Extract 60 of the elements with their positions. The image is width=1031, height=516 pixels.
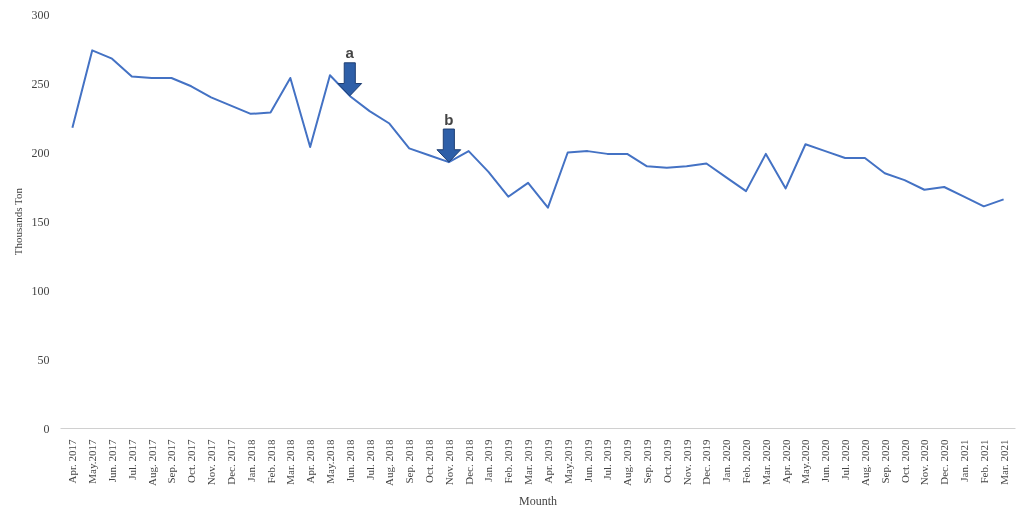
x-tick-label: Feb. 2020	[740, 439, 753, 484]
x-tick-label: Mar. 2020	[759, 439, 772, 485]
x-axis-title: Mounth	[519, 493, 558, 508]
x-tick-label: Dec. 2020	[938, 439, 951, 485]
line-series	[71, 49, 1005, 209]
x-tick-label: Jan. 2019	[482, 439, 495, 482]
x-tick-label: Mar. 2019	[522, 439, 535, 485]
x-tick-label: Dec. 2019	[700, 439, 713, 485]
y-axis-title: Thousands Ton	[11, 187, 24, 256]
x-tick-label: Aug. 2017	[145, 439, 158, 486]
x-tick-label: Oct. 2020	[898, 439, 911, 483]
x-tick-label: Nov. 2018	[442, 439, 455, 486]
x-tick-label: Feb. 2021	[977, 439, 990, 484]
x-tick-label: Aug. 2018	[383, 439, 396, 486]
x-tick-label: Oct. 2018	[423, 439, 436, 483]
x-tick-label: Jun. 2020	[819, 439, 832, 483]
x-tick-label: Apr. 2019	[541, 439, 554, 484]
x-tick-label: Dec. 2018	[462, 439, 475, 485]
x-tick-label: Apr. 2018	[304, 439, 317, 484]
x-tick-label: Jul. 2018	[363, 439, 376, 480]
annotation: b	[444, 110, 454, 128]
x-tick-label: Jan. 2018	[244, 439, 257, 482]
x-tick-label: Mar. 2018	[284, 439, 297, 485]
x-tick-label: Feb. 2018	[264, 439, 277, 484]
x-tick-label: Sep. 2017	[165, 439, 178, 484]
y-tick-label: 50	[37, 352, 50, 367]
x-tick-label: Oct. 2019	[660, 439, 673, 483]
x-tick-label: Jun. 2018	[343, 439, 356, 483]
x-tick-label: Jan. 2020	[720, 439, 733, 482]
x-tick-label: Sep. 2020	[878, 439, 891, 484]
x-tick-label: Jul. 2019	[601, 439, 614, 480]
x-tick-label: Sep. 2019	[640, 439, 653, 484]
x-tick-label: Nov. 2019	[680, 439, 693, 486]
x-tick-label: Aug. 2019	[621, 439, 634, 486]
x-tick-label: May.2020	[799, 439, 812, 484]
x-tick-label: Nov. 2017	[205, 439, 218, 486]
x-tick-label: May.2017	[86, 439, 99, 484]
x-tick-label: Apr. 2020	[779, 439, 792, 484]
x-tick-label: Jul. 2020	[839, 439, 852, 480]
y-tick-label: 300	[31, 7, 50, 22]
x-tick-label: Mar. 2021	[997, 439, 1010, 485]
x-tick-label: Aug. 2020	[858, 439, 871, 486]
y-tick-label: 200	[31, 145, 50, 160]
x-tick-label: Sep. 2018	[403, 439, 416, 484]
x-tick-label: Nov. 2020	[918, 439, 931, 486]
x-tick-label: Dec. 2017	[224, 439, 237, 485]
annotation: a	[345, 44, 355, 62]
x-tick-label: Jul. 2017	[125, 439, 138, 480]
x-tick-label: May.2018	[323, 439, 336, 484]
x-tick-label: May.2019	[561, 439, 574, 484]
x-tick-label: Oct. 2017	[185, 439, 198, 483]
y-tick-label: 250	[31, 76, 50, 91]
x-tick-label: Apr. 2017	[66, 439, 79, 484]
x-tick-label: Jun. 2019	[581, 439, 594, 483]
x-tick-label: Feb. 2019	[502, 439, 515, 484]
y-tick-label: 0	[43, 421, 50, 436]
x-tick-label: Jun. 2017	[106, 439, 119, 483]
y-tick-label: 100	[31, 283, 50, 298]
x-tick-label: Jan. 2021	[957, 439, 970, 482]
y-tick-label: 150	[31, 214, 50, 229]
